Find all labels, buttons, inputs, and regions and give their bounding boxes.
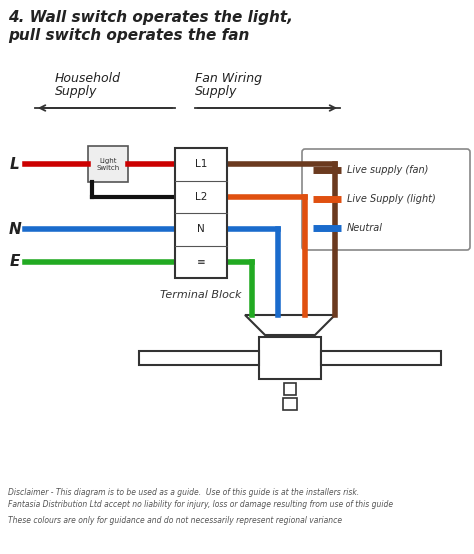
Text: 4. Wall switch operates the light,: 4. Wall switch operates the light,	[8, 10, 293, 25]
Bar	[283, 398, 297, 410]
Bar	[321, 351, 441, 365]
FancyBboxPatch shape	[302, 149, 470, 250]
Text: Household: Household	[55, 72, 121, 85]
Text: Disclaimer - This diagram is to be used as a guide.  Use of this guide is at the: Disclaimer - This diagram is to be used …	[8, 488, 359, 497]
Text: Fan Wiring: Fan Wiring	[195, 72, 262, 85]
Text: N: N	[9, 222, 21, 237]
Bar	[259, 337, 321, 379]
Text: Light
Switch: Light Switch	[96, 157, 119, 171]
Bar	[88, 146, 128, 182]
Text: pull switch operates the fan: pull switch operates the fan	[8, 28, 249, 43]
Text: N: N	[197, 224, 205, 234]
Polygon shape	[245, 315, 335, 335]
Text: Live supply (fan): Live supply (fan)	[347, 165, 428, 175]
Text: ≡: ≡	[197, 257, 205, 266]
Text: Fantasia Distribution Ltd accept no liability for injury, loss or damage resulti: Fantasia Distribution Ltd accept no liab…	[8, 500, 393, 509]
Text: L2: L2	[195, 192, 207, 202]
Text: Neutral: Neutral	[347, 223, 383, 233]
Text: Supply: Supply	[195, 85, 237, 98]
Text: Supply: Supply	[55, 85, 97, 98]
Text: L: L	[10, 157, 20, 172]
Bar	[175, 148, 227, 278]
Bar	[284, 383, 296, 395]
Text: Terminal Block: Terminal Block	[160, 290, 242, 300]
Text: These colours are only for guidance and do not necessarily represent regional va: These colours are only for guidance and …	[8, 516, 342, 525]
Text: Live Supply (light): Live Supply (light)	[347, 194, 436, 204]
Text: L1: L1	[195, 159, 207, 170]
Bar	[139, 351, 259, 365]
Text: E: E	[10, 254, 20, 269]
